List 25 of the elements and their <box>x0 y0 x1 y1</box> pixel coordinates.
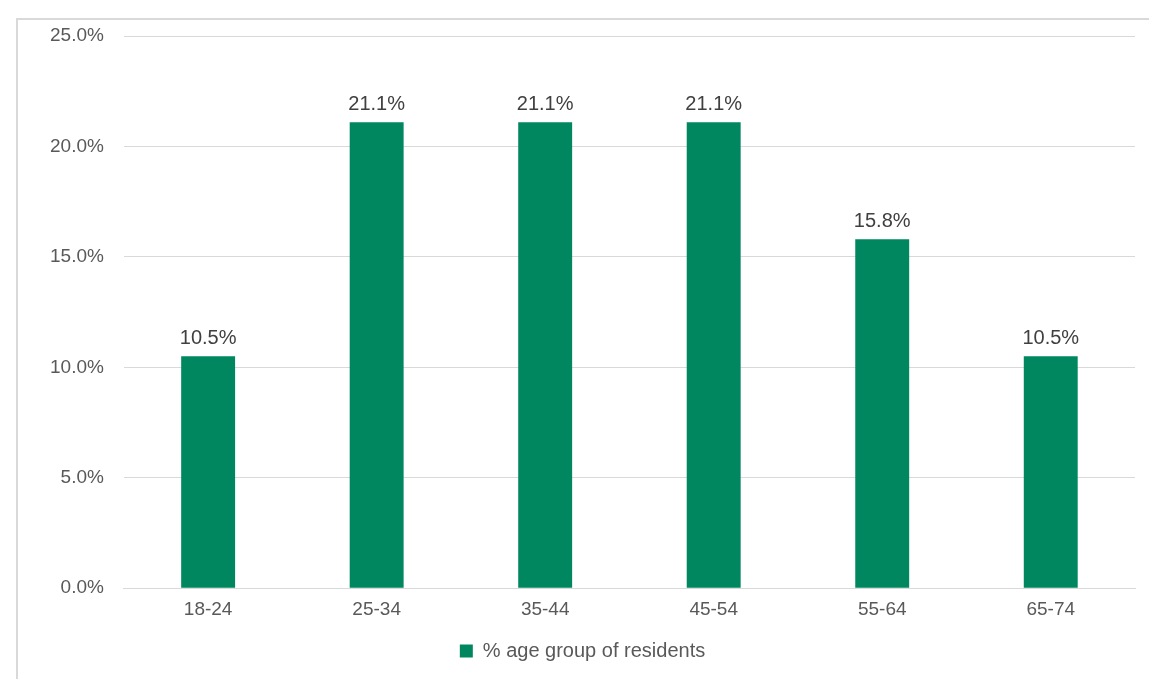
text: 21.1% <box>685 91 743 114</box>
y-tick-label: 0.0% <box>60 576 104 598</box>
y-tick-label: 25.0% <box>50 24 104 46</box>
bar <box>1023 356 1078 588</box>
y-tick-label: 20.0% <box>50 134 104 156</box>
bar <box>349 122 404 588</box>
bar <box>518 122 573 588</box>
y-tick-label: 15.0% <box>50 245 104 267</box>
x-tick-label: 18-24 <box>183 597 233 619</box>
text: 10.5% <box>1022 325 1080 348</box>
bar <box>181 356 236 588</box>
y-tick-label: 5.0% <box>60 465 104 487</box>
text: 10.5% <box>179 325 237 348</box>
legend-label: % age group of residents <box>482 638 706 661</box>
x-tick-label: 55-64 <box>857 597 907 619</box>
x-tick-label: 25-34 <box>352 597 402 619</box>
bar <box>855 239 910 588</box>
x-tick-label: 35-44 <box>520 597 570 619</box>
y-tick-label: 10.0% <box>50 355 104 377</box>
text: 15.8% <box>853 208 911 231</box>
x-tick-label: 65-74 <box>1026 597 1076 619</box>
text: 21.1% <box>516 91 574 114</box>
bar <box>686 122 741 588</box>
text: 21.1% <box>348 91 406 114</box>
x-tick-label: 45-54 <box>689 597 739 619</box>
